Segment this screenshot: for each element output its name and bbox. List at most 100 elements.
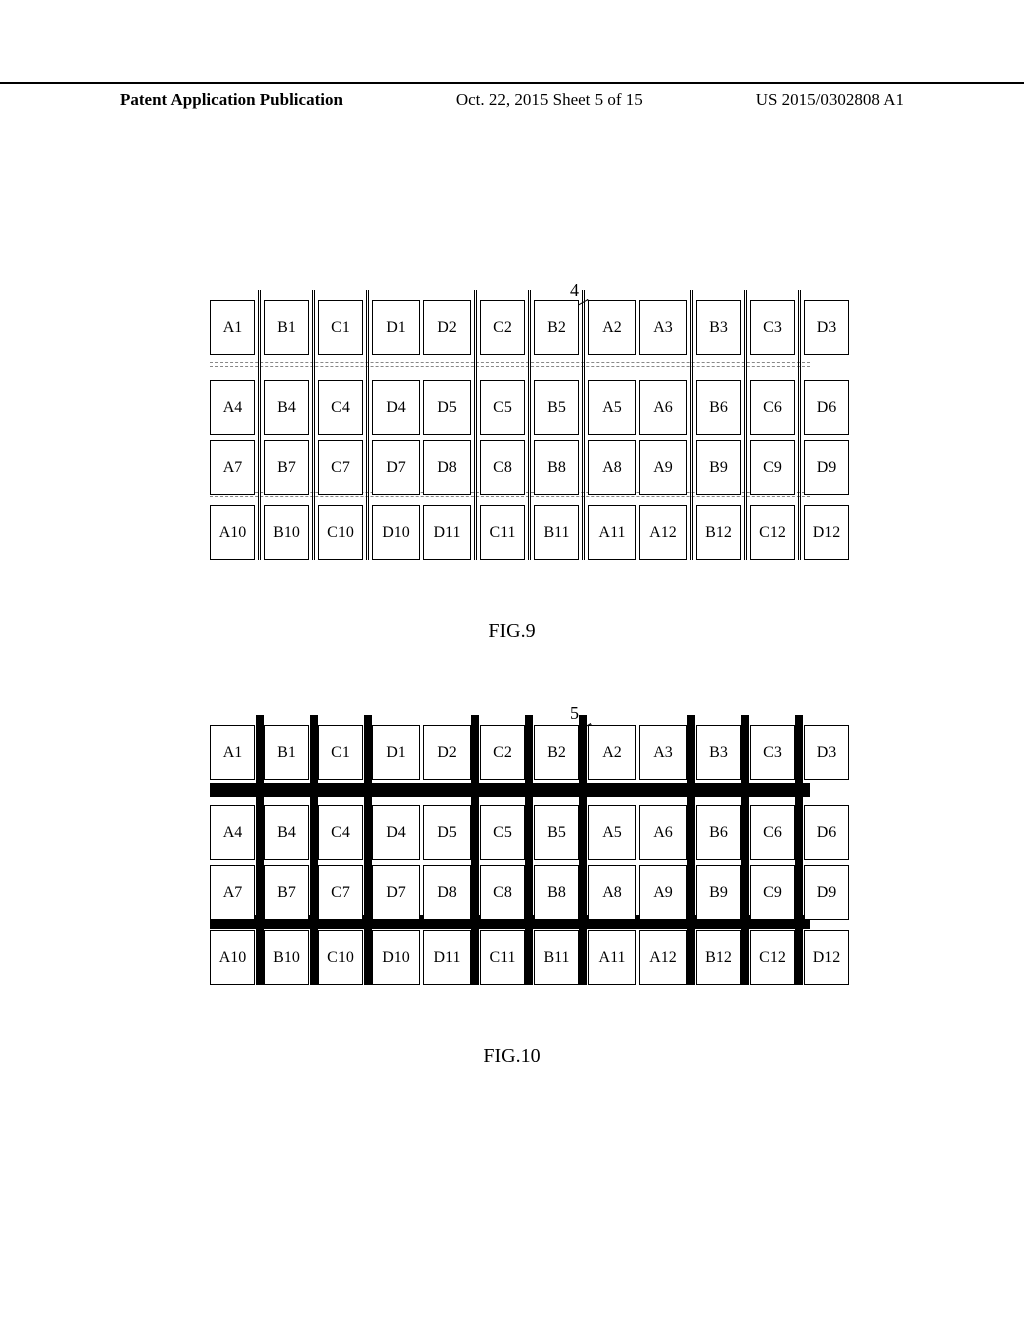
fig9-cell: D9: [804, 440, 849, 495]
fig10-cell: C1: [318, 725, 363, 780]
header-mid: Oct. 22, 2015 Sheet 5 of 15: [456, 90, 643, 110]
fig9-cell: A7: [210, 440, 255, 495]
fig10-cell: B6: [696, 805, 741, 860]
fig9-cell: A5: [588, 380, 636, 435]
fig10-vertical-bar: [579, 715, 587, 985]
fig9-vertical-divider: [474, 290, 477, 560]
fig10-cell: A2: [588, 725, 636, 780]
fig10: A1B1C1D1D2C2B2A2A3B3C3D3A4B4C4D4D5C5B5A5…: [210, 715, 810, 985]
fig10-cell: C9: [750, 865, 795, 920]
fig10-cell: A4: [210, 805, 255, 860]
fig10-vertical-bar: [256, 715, 264, 985]
fig10-cell: B1: [264, 725, 309, 780]
fig9: A1B1C1D1D2C2B2A2A3B3C3D3A4B4C4D4D5C5B5A5…: [210, 290, 810, 560]
fig9-vertical-divider: [582, 290, 585, 560]
fig10-cell: B10: [264, 930, 309, 985]
fig10-vertical-bar: [741, 715, 749, 985]
fig9-cell: C1: [318, 300, 363, 355]
fig10-cell: A7: [210, 865, 255, 920]
fig9-cell: B7: [264, 440, 309, 495]
fig10-vertical-bar: [525, 715, 533, 985]
fig9-cell: A4: [210, 380, 255, 435]
fig10-cell: B2: [534, 725, 579, 780]
fig9-cell: C12: [750, 505, 795, 560]
fig10-cell: D1: [372, 725, 420, 780]
fig10-cell: A3: [639, 725, 687, 780]
fig10-cell: C5: [480, 805, 525, 860]
fig9-cell: D11: [423, 505, 471, 560]
fig9-vertical-divider: [798, 290, 801, 560]
fig9-cell: B12: [696, 505, 741, 560]
fig9-vertical-divider: [312, 290, 315, 560]
fig10-cell: C6: [750, 805, 795, 860]
fig9-cell: D10: [372, 505, 420, 560]
fig10-cell: D4: [372, 805, 420, 860]
page: Patent Application Publication Oct. 22, …: [0, 0, 1024, 1320]
fig10-cell: D5: [423, 805, 471, 860]
fig9-vertical-divider: [366, 290, 369, 560]
fig10-cell: C3: [750, 725, 795, 780]
fig10-cell: C8: [480, 865, 525, 920]
fig10-vertical-bar: [795, 715, 803, 985]
fig9-cell: A11: [588, 505, 636, 560]
fig10-cell: C7: [318, 865, 363, 920]
fig9-cell: D7: [372, 440, 420, 495]
fig10-cell: A10: [210, 930, 255, 985]
fig10-cell: A12: [639, 930, 687, 985]
fig9-cell: A10: [210, 505, 255, 560]
fig10-vertical-bar: [310, 715, 318, 985]
fig9-cell: D1: [372, 300, 420, 355]
header-left: Patent Application Publication: [120, 90, 343, 110]
fig9-cell: A6: [639, 380, 687, 435]
fig10-cell: B9: [696, 865, 741, 920]
fig9-cell: B4: [264, 380, 309, 435]
fig9-cell: C9: [750, 440, 795, 495]
fig9-cell: C6: [750, 380, 795, 435]
fig10-grid: A1B1C1D1D2C2B2A2A3B3C3D3A4B4C4D4D5C5B5A5…: [210, 715, 810, 985]
fig9-vertical-divider: [528, 290, 531, 560]
fig10-cell: C11: [480, 930, 525, 985]
fig10-cell: A8: [588, 865, 636, 920]
fig9-vertical-divider: [744, 290, 747, 560]
fig10-cell: A1: [210, 725, 255, 780]
fig9-cell: C8: [480, 440, 525, 495]
fig10-cell: C2: [480, 725, 525, 780]
fig9-cell: B1: [264, 300, 309, 355]
fig9-grid: A1B1C1D1D2C2B2A2A3B3C3D3A4B4C4D4D5C5B5A5…: [210, 290, 810, 560]
fig10-cell: D11: [423, 930, 471, 985]
fig9-cell: D4: [372, 380, 420, 435]
fig10-vertical-bar: [364, 715, 372, 985]
fig9-cell: B3: [696, 300, 741, 355]
fig10-cell: A11: [588, 930, 636, 985]
fig9-vertical-divider: [690, 290, 693, 560]
fig10-cell: A5: [588, 805, 636, 860]
fig9-cell: C4: [318, 380, 363, 435]
fig10-cell: D10: [372, 930, 420, 985]
fig9-cell: C3: [750, 300, 795, 355]
fig10-cell: A6: [639, 805, 687, 860]
fig10-cell: D9: [804, 865, 849, 920]
fig10-cell: D8: [423, 865, 471, 920]
fig9-cell: D12: [804, 505, 849, 560]
fig9-cell: A8: [588, 440, 636, 495]
fig10-cell: D6: [804, 805, 849, 860]
fig9-cell: B9: [696, 440, 741, 495]
fig9-cell: C10: [318, 505, 363, 560]
fig9-cell: D3: [804, 300, 849, 355]
header-right: US 2015/0302808 A1: [756, 90, 904, 110]
fig9-cell: B8: [534, 440, 579, 495]
fig9-cell: C2: [480, 300, 525, 355]
fig9-cell: D5: [423, 380, 471, 435]
fig9-cell: A12: [639, 505, 687, 560]
fig10-cell: A9: [639, 865, 687, 920]
fig10-cell: B5: [534, 805, 579, 860]
fig9-cell: B6: [696, 380, 741, 435]
fig9-cell: D2: [423, 300, 471, 355]
fig10-cell: C4: [318, 805, 363, 860]
fig10-cell: C10: [318, 930, 363, 985]
fig9-caption: FIG.9: [0, 620, 1024, 643]
fig9-cell: C11: [480, 505, 525, 560]
fig9-cell: B5: [534, 380, 579, 435]
fig10-cell: B12: [696, 930, 741, 985]
fig10-cell: B8: [534, 865, 579, 920]
